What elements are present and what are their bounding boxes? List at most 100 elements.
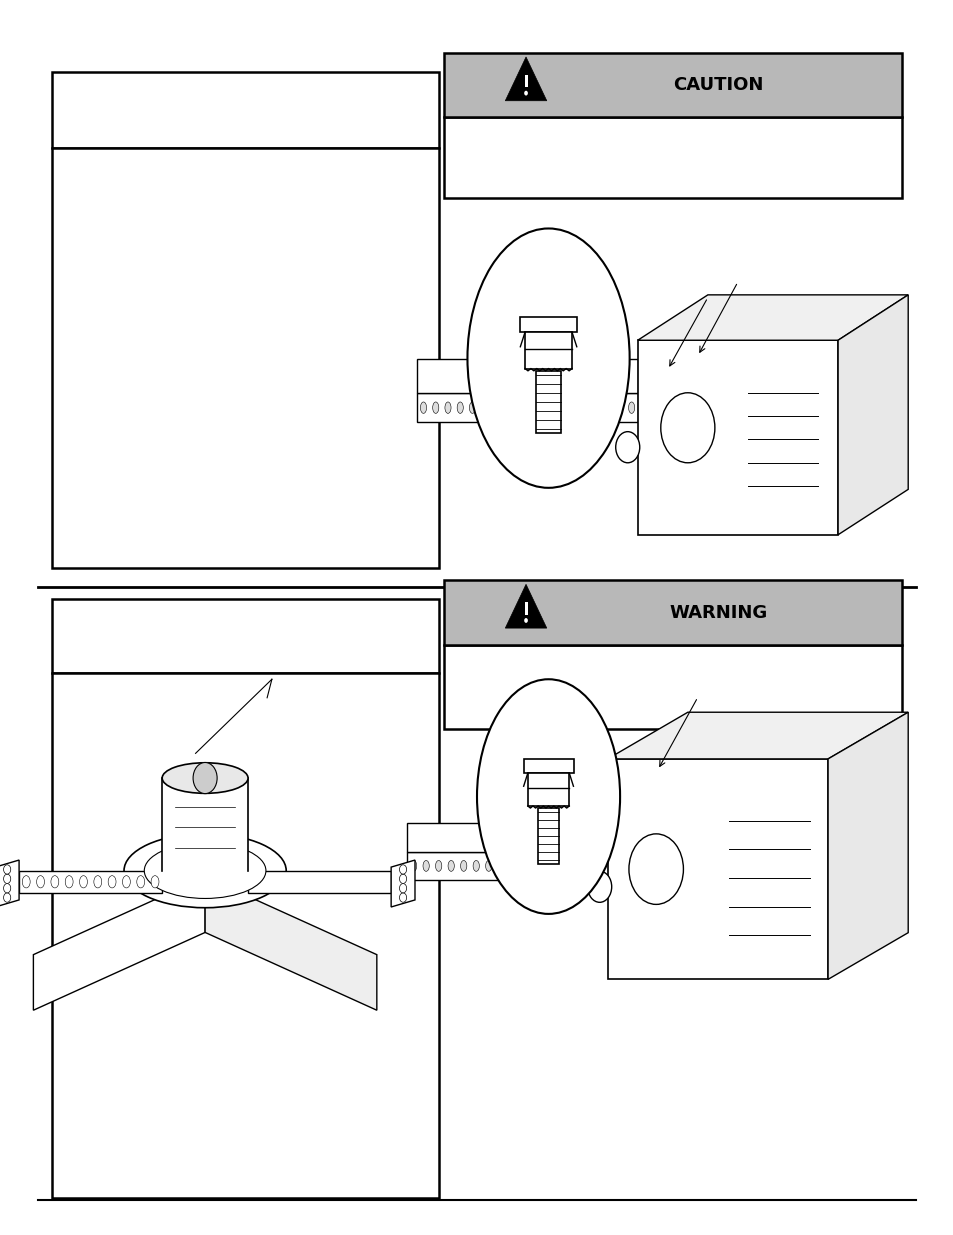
Ellipse shape (124, 834, 286, 908)
Polygon shape (248, 871, 391, 893)
Ellipse shape (144, 842, 266, 899)
Polygon shape (607, 713, 907, 758)
Ellipse shape (93, 876, 102, 888)
Bar (162, 778, 248, 871)
Ellipse shape (473, 861, 478, 872)
Ellipse shape (573, 861, 578, 872)
Ellipse shape (522, 861, 529, 872)
Ellipse shape (536, 861, 541, 872)
Bar (52, 72, 438, 148)
Ellipse shape (517, 401, 524, 414)
Bar (524, 603, 527, 615)
Ellipse shape (494, 401, 499, 414)
Ellipse shape (548, 861, 554, 872)
Bar (527, 773, 569, 806)
Polygon shape (637, 341, 837, 535)
Circle shape (399, 874, 406, 883)
Ellipse shape (476, 679, 619, 914)
Ellipse shape (448, 861, 454, 872)
Text: WARNING: WARNING (669, 604, 766, 621)
Circle shape (628, 834, 682, 904)
Polygon shape (637, 295, 907, 341)
Circle shape (193, 762, 217, 794)
Ellipse shape (555, 401, 560, 414)
Polygon shape (505, 584, 546, 629)
Ellipse shape (456, 401, 463, 414)
Polygon shape (205, 877, 376, 1010)
Circle shape (615, 432, 639, 463)
Bar (52, 148, 438, 568)
Bar (536, 370, 560, 433)
Bar (52, 673, 438, 1198)
Polygon shape (607, 758, 827, 979)
Ellipse shape (467, 228, 629, 488)
Ellipse shape (603, 401, 610, 414)
Ellipse shape (598, 861, 604, 872)
Ellipse shape (136, 876, 145, 888)
Ellipse shape (420, 401, 426, 414)
Ellipse shape (79, 876, 88, 888)
Polygon shape (391, 860, 415, 906)
Ellipse shape (436, 861, 441, 872)
Text: CAUTION: CAUTION (673, 77, 762, 94)
Bar (443, 645, 901, 729)
Ellipse shape (530, 401, 537, 414)
Ellipse shape (422, 861, 429, 872)
Bar (524, 75, 527, 88)
Ellipse shape (469, 401, 475, 414)
Ellipse shape (560, 861, 566, 872)
Bar (519, 316, 577, 332)
Polygon shape (505, 57, 546, 101)
Polygon shape (19, 871, 162, 893)
Bar (443, 117, 901, 198)
Bar (537, 808, 558, 864)
Circle shape (660, 393, 714, 463)
Ellipse shape (542, 401, 548, 414)
Polygon shape (0, 860, 19, 906)
Ellipse shape (616, 401, 621, 414)
Bar (443, 580, 901, 645)
Ellipse shape (410, 861, 416, 872)
Ellipse shape (567, 401, 573, 414)
Ellipse shape (36, 876, 45, 888)
Polygon shape (33, 877, 205, 1010)
Ellipse shape (481, 401, 487, 414)
Ellipse shape (591, 401, 598, 414)
Ellipse shape (579, 401, 585, 414)
Circle shape (587, 871, 611, 903)
Circle shape (4, 874, 10, 883)
Circle shape (4, 893, 10, 903)
Polygon shape (407, 823, 607, 852)
Ellipse shape (628, 401, 634, 414)
Ellipse shape (585, 861, 592, 872)
Bar (443, 53, 901, 117)
Bar (524, 332, 572, 368)
Polygon shape (416, 394, 637, 422)
Ellipse shape (65, 876, 73, 888)
Polygon shape (837, 295, 907, 535)
Polygon shape (827, 713, 907, 979)
Ellipse shape (108, 876, 116, 888)
Bar (523, 760, 573, 773)
Circle shape (399, 883, 406, 893)
Ellipse shape (444, 401, 451, 414)
Ellipse shape (51, 876, 59, 888)
Circle shape (4, 883, 10, 893)
Circle shape (399, 864, 406, 874)
Ellipse shape (151, 876, 159, 888)
Ellipse shape (22, 876, 30, 888)
Polygon shape (407, 852, 607, 881)
Circle shape (523, 618, 527, 622)
Circle shape (4, 864, 10, 874)
Ellipse shape (506, 401, 512, 414)
Ellipse shape (433, 401, 438, 414)
Ellipse shape (460, 861, 466, 872)
Circle shape (399, 893, 406, 903)
Ellipse shape (485, 861, 492, 872)
Ellipse shape (162, 763, 248, 793)
Bar (52, 599, 438, 673)
Polygon shape (416, 359, 637, 394)
Ellipse shape (510, 861, 517, 872)
Circle shape (523, 90, 527, 95)
Ellipse shape (122, 876, 131, 888)
